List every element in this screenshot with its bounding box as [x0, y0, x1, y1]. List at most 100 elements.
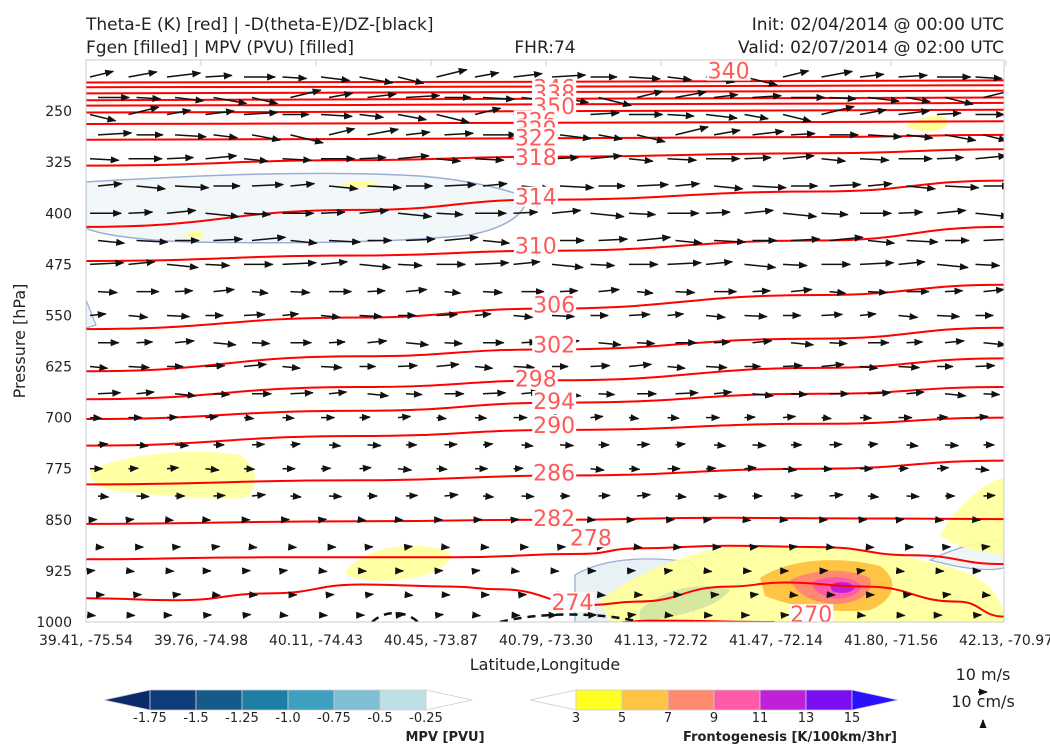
vector-arrow — [636, 134, 666, 144]
y-tick-label: 400 — [45, 206, 72, 222]
vector-arrow — [898, 363, 921, 371]
vector-arrow — [749, 591, 760, 599]
vector-arrow — [752, 92, 783, 100]
vector-arrow — [359, 154, 387, 162]
vector-arrow — [628, 311, 651, 319]
vector-arrow — [251, 234, 287, 242]
vector-arrow — [282, 156, 313, 164]
x-tick-label: 40.79, -73.30 — [499, 633, 593, 649]
mpv-colorbar-swatch — [241, 689, 289, 711]
vector-arrow — [166, 207, 197, 215]
fgen-colorbar-label: Frontogenesis [K/100km/3hr] — [683, 730, 897, 745]
vector-arrow — [598, 134, 623, 142]
contour-label-bg — [513, 186, 558, 207]
vector-arrow — [251, 491, 267, 500]
vector-arrow — [136, 238, 169, 246]
vector-arrow — [742, 516, 752, 524]
vector-arrow — [551, 71, 587, 80]
vector-arrow — [944, 287, 964, 295]
vector-arrow — [318, 567, 328, 575]
vector-arrow — [713, 92, 739, 100]
vector-arrow — [128, 313, 149, 321]
mpv-colorbar-swatch — [425, 689, 473, 711]
vector-arrow — [251, 181, 285, 189]
vector-arrow — [829, 181, 862, 189]
fgen-colorbar-swatch — [621, 689, 669, 711]
vector-arrow — [598, 340, 622, 348]
vector-arrow — [513, 313, 534, 321]
vector-arrow — [251, 441, 266, 449]
vector-arrow — [367, 441, 382, 449]
mpv-colorbar-label: MPV [PVU] — [405, 730, 484, 745]
theta-e-contour-278 — [86, 544, 1004, 566]
vector-arrow — [705, 313, 726, 321]
vector-arrow — [328, 492, 343, 500]
contour-label: 318 — [515, 146, 557, 171]
vector-arrow — [166, 464, 180, 472]
vector-arrow — [367, 127, 400, 136]
vector-arrow — [405, 235, 436, 244]
vector-arrow — [436, 156, 462, 164]
vector-arrow — [166, 263, 199, 271]
vector-arrow — [983, 492, 996, 500]
vector-arrow — [510, 567, 521, 575]
x-tick-label: 40.11, -74.43 — [269, 633, 363, 649]
vector-arrow — [713, 184, 744, 192]
vector-arrow — [436, 68, 468, 78]
vector-arrow — [664, 611, 674, 619]
vector-arrow — [164, 516, 175, 524]
vector-arrow — [97, 441, 109, 449]
vector-arrow — [513, 363, 536, 371]
vector-arrow — [251, 134, 282, 143]
vector-arrow — [320, 208, 346, 217]
y-tick-label: 625 — [45, 360, 72, 376]
vector-arrow — [243, 210, 272, 218]
vector-arrow — [405, 340, 430, 348]
vector-arrow — [867, 132, 903, 141]
vector-arrow — [898, 108, 931, 116]
contour-label: 340 — [708, 60, 750, 85]
vector-arrow — [282, 259, 317, 267]
vector-arrow — [405, 492, 419, 500]
vector-arrow — [474, 70, 500, 78]
vector-arrow — [906, 389, 925, 397]
vector-arrow — [290, 389, 314, 397]
vector-arrow — [474, 106, 502, 116]
vector-arrow — [906, 133, 934, 141]
vector-arrow — [444, 339, 463, 347]
fgen-colorbar-tick-label: 13 — [798, 711, 815, 726]
vector-arrow — [320, 313, 341, 321]
vector-arrow — [744, 312, 768, 320]
vector-arrow — [627, 611, 637, 619]
contour-label-bg — [532, 334, 577, 355]
vector-arrow — [471, 567, 481, 575]
vector-arrow — [829, 234, 864, 242]
vector-arrow — [788, 543, 799, 551]
vector-arrow — [290, 134, 324, 145]
vector-arrow — [744, 113, 769, 121]
vector-arrow — [403, 543, 414, 551]
vector-arrow — [859, 414, 873, 422]
vector-arrow — [359, 413, 371, 422]
vector-arrow — [906, 238, 939, 246]
vector-arrow — [628, 414, 640, 422]
vector-arrow — [436, 113, 470, 125]
fgen-colorbar-tick-label: 15 — [844, 711, 861, 726]
vector-arrow — [166, 413, 179, 422]
vector-arrow — [482, 180, 508, 188]
fgen-colorbar-tick-label: 5 — [618, 711, 626, 726]
vector-arrow — [397, 413, 412, 421]
vector-arrow — [243, 361, 268, 369]
contour-label-bg — [532, 294, 577, 315]
vector-arrow — [744, 413, 756, 422]
vector-arrow — [675, 492, 687, 500]
vector-arrow — [906, 184, 937, 192]
vector-arrow — [125, 516, 135, 524]
vector-arrow — [242, 611, 252, 619]
vector-arrow — [675, 389, 699, 397]
vector-arrow — [97, 492, 110, 500]
vector-arrow — [279, 611, 289, 619]
vector-arrow — [364, 591, 375, 599]
vector-arrow — [782, 69, 810, 78]
x-tick-label: 39.41, -75.54 — [39, 633, 133, 649]
